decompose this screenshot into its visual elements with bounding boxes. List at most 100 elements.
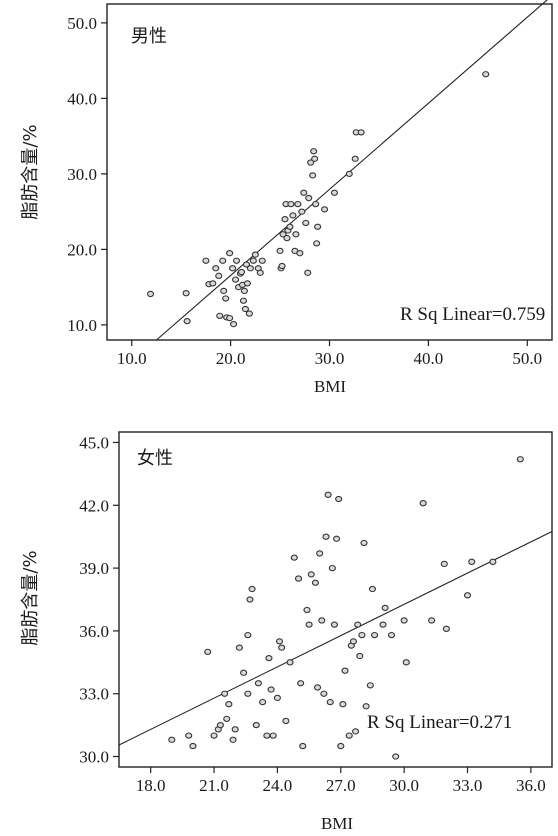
x-tick-label: 36.0 (516, 776, 546, 795)
data-point (310, 148, 318, 155)
data-point (235, 644, 243, 651)
data-point (516, 456, 524, 463)
data-point (307, 571, 315, 578)
data-point (202, 257, 210, 264)
data-point (489, 558, 497, 565)
data-point (252, 721, 260, 729)
y-axis-label: 脂肪含量/% (20, 124, 41, 219)
r-squared-annotation: R Sq Linear=0.271 (367, 712, 512, 733)
data-point (335, 495, 343, 503)
data-point (244, 631, 252, 639)
data-point (249, 257, 257, 264)
x-tick-label: 50.0 (512, 349, 542, 368)
y-tick-label: 10.0 (67, 316, 97, 335)
data-point (358, 631, 366, 639)
data-point (278, 644, 286, 651)
data-point (356, 652, 364, 660)
data-point (216, 721, 224, 729)
data-point (400, 617, 408, 624)
data-point (182, 290, 190, 297)
data-point (256, 269, 264, 276)
data-point (298, 208, 306, 215)
data-point (297, 680, 305, 687)
y-tick-label: 36.0 (79, 622, 109, 641)
data-point (229, 265, 237, 272)
data-point (248, 585, 256, 593)
data-point (379, 621, 387, 628)
data-point (232, 276, 240, 283)
data-point (229, 736, 237, 743)
data-point (244, 690, 252, 697)
data-point (326, 698, 334, 706)
y-tick-label: 20.0 (67, 240, 97, 259)
data-point (305, 194, 313, 202)
data-point (237, 268, 246, 276)
data-point (324, 491, 332, 498)
data-point (311, 579, 319, 586)
data-point (299, 742, 307, 750)
data-point (304, 269, 312, 276)
data-point (209, 280, 217, 287)
data-point (282, 717, 290, 725)
data-point (360, 539, 368, 547)
data-point (225, 701, 233, 708)
data-point (246, 265, 254, 272)
data-point (314, 223, 322, 230)
data-point (392, 753, 400, 760)
data-point (241, 305, 249, 313)
data-point (366, 682, 374, 689)
data-point (212, 265, 220, 272)
data-point (290, 554, 298, 561)
data-point (259, 698, 267, 706)
data-point (463, 592, 472, 599)
data-point (286, 659, 294, 666)
data-point (339, 701, 347, 708)
data-point (354, 621, 362, 628)
x-tick-label: 40.0 (414, 349, 444, 368)
data-point (281, 216, 289, 223)
data-point (368, 585, 377, 593)
data-point (246, 596, 254, 603)
data-point (294, 575, 303, 582)
plot-frame (118, 431, 553, 768)
data-point (276, 247, 284, 255)
y-tick-label: 39.0 (79, 559, 109, 578)
data-point (292, 231, 300, 238)
data-point (328, 564, 336, 572)
data-point (289, 212, 297, 219)
data-point (210, 732, 218, 739)
data-point (362, 703, 370, 710)
data-point (341, 667, 349, 674)
data-point (345, 170, 353, 178)
data-point (305, 621, 313, 628)
r-squared-annotation: R Sq Linear=0.759 (400, 304, 545, 325)
x-tick-label: 24.0 (263, 776, 293, 795)
data-point (267, 686, 275, 693)
data-point (185, 732, 193, 739)
y-tick-label: 30.0 (79, 748, 109, 767)
data-point (215, 272, 223, 279)
data-point (303, 606, 311, 614)
data-point (275, 638, 284, 645)
data-point (311, 155, 319, 162)
data-point (357, 129, 365, 136)
x-axis-label: BMI (314, 377, 346, 396)
y-tick-label: 50.0 (67, 14, 97, 33)
data-point (243, 280, 251, 287)
data-point (168, 736, 176, 743)
x-tick-label: 27.0 (326, 776, 356, 795)
data-point (428, 617, 436, 624)
data-point (265, 654, 273, 662)
data-point (240, 669, 248, 676)
data-point (226, 314, 234, 322)
data-point (333, 535, 341, 542)
data-point (146, 290, 155, 298)
data-point (345, 732, 353, 739)
data-point (330, 621, 338, 628)
data-point (226, 250, 234, 257)
y-axis-label: 脂肪含量/% (20, 550, 41, 645)
x-tick-label: 21.0 (199, 776, 229, 795)
data-point (294, 200, 302, 208)
x-axis-label: BMI (321, 814, 353, 833)
